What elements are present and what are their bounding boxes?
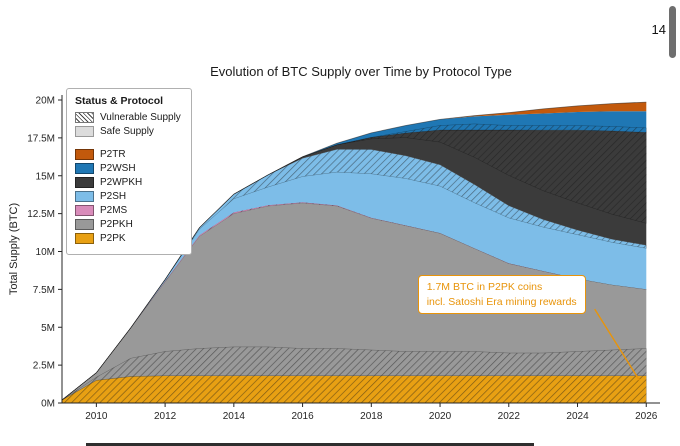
legend-swatch xyxy=(75,219,94,230)
y-tick-label: 15M xyxy=(36,171,55,182)
legend-swatch xyxy=(75,177,94,188)
legend-status-group: Vulnerable Supply Safe Supply xyxy=(75,112,181,137)
legend-swatch xyxy=(75,233,94,244)
y-tick-label: 0M xyxy=(41,399,55,410)
y-tick-label: 7.5M xyxy=(33,285,55,296)
y-tick-label: 20M xyxy=(36,96,55,107)
annotation-line2: incl. Satoshi Era mining rewards xyxy=(426,295,577,308)
legend-item-safe-supply: Safe Supply xyxy=(75,126,181,137)
legend-gap xyxy=(75,140,181,146)
annotation-callout: 1.7M BTC in P2PK coins incl. Satoshi Era… xyxy=(417,274,586,315)
x-tick-label: 2020 xyxy=(429,411,452,422)
annotation-pointer-line xyxy=(594,308,640,381)
legend-title: Status & Protocol xyxy=(75,95,164,107)
legend-swatch xyxy=(75,205,94,216)
legend-label: P2PK xyxy=(100,233,126,244)
y-axis-label: Total Supply (BTC) xyxy=(8,202,20,296)
y-tick-label: 2.5M xyxy=(33,361,55,372)
cropped-element-edge xyxy=(86,443,534,446)
legend-swatch xyxy=(75,149,94,160)
x-tick-label: 2016 xyxy=(291,411,314,422)
legend-label: P2WSH xyxy=(100,163,136,174)
legend-swatch xyxy=(75,112,94,123)
legend-label: P2TR xyxy=(100,149,126,160)
legend-label: Vulnerable Supply xyxy=(100,112,181,123)
legend-swatch xyxy=(75,191,94,202)
legend-item-p2pk: P2PK xyxy=(75,233,181,244)
legend-item-p2wsh: P2WSH xyxy=(75,163,181,174)
legend-item-p2pkh: P2PKH xyxy=(75,219,181,230)
legend-series-group: P2TR P2WSH P2WPKH P2SH P2MS P2PKH P2PK xyxy=(75,149,181,244)
y-tick-label: 17.5M xyxy=(27,133,55,144)
legend-label: P2MS xyxy=(100,205,128,216)
x-tick-label: 2018 xyxy=(360,411,383,422)
vulnerable-overlay-p2pkh xyxy=(61,346,647,401)
legend-item-p2ms: P2MS xyxy=(75,205,181,216)
legend-item-p2wpkh: P2WPKH xyxy=(75,177,181,188)
chart-title: Evolution of BTC Supply over Time by Pro… xyxy=(210,64,512,79)
x-tick-label: 2012 xyxy=(154,411,177,422)
area-p2wpkh xyxy=(62,130,647,400)
y-tick-label: 12.5M xyxy=(27,209,55,220)
legend: Status & Protocol Vulnerable Supply Safe … xyxy=(66,88,192,255)
y-tick-label: 10M xyxy=(36,247,55,258)
x-tick-label: 2010 xyxy=(85,411,108,422)
legend-label: P2PKH xyxy=(100,219,133,230)
legend-label: P2SH xyxy=(100,191,127,202)
legend-swatch xyxy=(75,126,94,137)
legend-item-p2tr: P2TR xyxy=(75,149,181,160)
x-tick-label: 2026 xyxy=(635,411,658,422)
vulnerable-overlay-p2pk xyxy=(61,375,647,404)
page-number: 14 xyxy=(651,22,666,37)
x-tick-label: 2022 xyxy=(498,411,521,422)
x-tick-label: 2024 xyxy=(566,411,589,422)
legend-label: P2WPKH xyxy=(100,177,143,188)
legend-item-p2sh: P2SH xyxy=(75,191,181,202)
annotation-line1: 1.7M BTC in P2PK coins xyxy=(426,280,543,293)
legend-item-vulnerable-supply: Vulnerable Supply xyxy=(75,112,181,123)
legend-swatch xyxy=(75,163,94,174)
y-tick-label: 5M xyxy=(41,323,55,334)
x-tick-label: 2014 xyxy=(223,411,246,422)
total-supply-edge xyxy=(61,101,647,401)
scrollbar-thumb[interactable] xyxy=(669,6,676,58)
legend-label: Safe Supply xyxy=(100,126,154,137)
